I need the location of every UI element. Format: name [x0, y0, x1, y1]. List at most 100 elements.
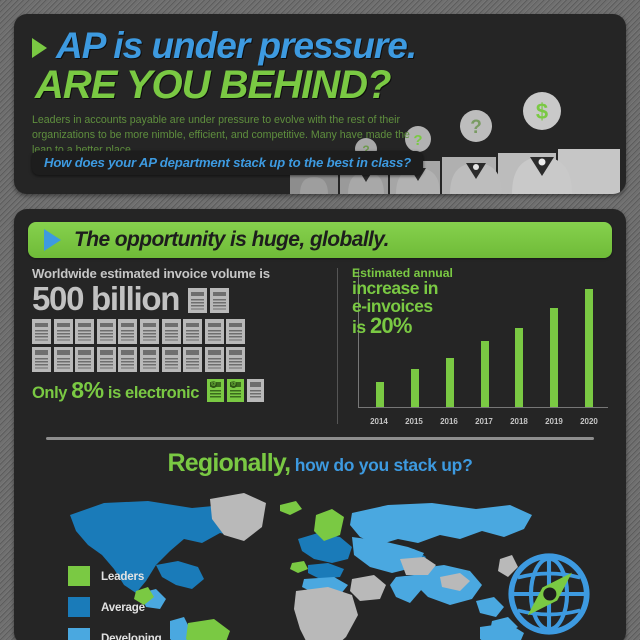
chart-caption-percent: 20%: [369, 313, 412, 339]
legend-swatch-leaders: [68, 566, 90, 586]
invoice-document-icon: [209, 288, 229, 313]
svg-text:?: ?: [470, 117, 482, 138]
chart-bars: [358, 270, 608, 408]
content-panel: The opportunity is huge, globally. World…: [14, 209, 626, 640]
chart-x-tick-label: 2015: [405, 417, 423, 426]
legend-item-average: Average: [68, 597, 162, 617]
invoice-document-icon: [188, 288, 208, 313]
invoice-document-icon: [161, 346, 181, 372]
chart-caption-line-1: Estimated annual: [352, 266, 453, 280]
svg-text:?: ?: [362, 143, 369, 157]
invoice-icon-row-1: [188, 288, 229, 313]
invoice-volume-row: 500 billion: [32, 282, 331, 315]
section-banner-opportunity: The opportunity is huge, globally.: [28, 222, 612, 258]
invoice-document-icon: [226, 319, 246, 344]
chart-bar: [585, 289, 594, 407]
vertical-divider: [337, 268, 338, 424]
regional-heading-green: Regionally,: [167, 449, 292, 477]
invoice-document-icon: [183, 319, 203, 344]
play-triangle-icon: [32, 37, 47, 58]
at-symbol-icon: @: [230, 381, 237, 388]
headline-line-1: AP is under pressure.: [56, 25, 417, 66]
invoice-volume-value: 500 billion: [32, 280, 180, 317]
world-map: [70, 493, 532, 640]
invoice-document-icon: [226, 346, 246, 372]
invoice-document-icon: [247, 378, 264, 402]
legend-item-leaders: Leaders: [68, 566, 162, 586]
electronic-share-row: Only 8% is electronic @ @: [32, 377, 331, 404]
chart-bar: [445, 357, 454, 407]
headline-row-1: AP is under pressure.: [32, 25, 608, 66]
chart-bar-column: [367, 270, 393, 407]
legend-swatch-developing: [68, 628, 90, 640]
chart-bar-column: [472, 270, 498, 407]
hero-subheading: How does your AP department stack up to …: [32, 151, 424, 175]
invoice-document-icon: [75, 319, 95, 344]
electronic-percent: 8%: [71, 376, 104, 403]
invoice-volume-block: Worldwide estimated invoice volume is 50…: [28, 266, 331, 430]
legend-label-average: Average: [101, 600, 145, 614]
chart-bar: [375, 382, 384, 407]
invoice-document-icon: [53, 346, 73, 372]
chart-caption-line-3: e-invoices: [352, 295, 433, 316]
legend-item-developing: Developing: [68, 628, 162, 640]
chart-x-tick-label: 2019: [545, 417, 563, 426]
stats-row: Worldwide estimated invoice volume is 50…: [28, 266, 612, 430]
chart-plot-area: 2014 2015 2016 2017 2018 2019 2020: [350, 266, 610, 430]
chart-bar-column: [437, 270, 463, 407]
chart-x-tick-label: 2020: [580, 417, 598, 426]
svg-text:?: ?: [413, 132, 422, 149]
invoice-document-icon: [53, 319, 73, 344]
chart-bar: [410, 368, 419, 407]
invoice-document-icon: [118, 346, 138, 372]
hero-paragraph: Leaders in accounts payable are under pr…: [32, 114, 410, 156]
invoice-icon-row-4: @ @: [207, 378, 264, 402]
legend-label-leaders: Leaders: [101, 569, 145, 583]
invoice-document-icon: [96, 319, 116, 344]
chart-caption-is: is: [352, 317, 366, 338]
invoice-document-icon: [139, 319, 159, 344]
electronic-prefix: Only: [32, 383, 68, 402]
chart-bar: [515, 327, 524, 407]
invoice-document-icon: [32, 319, 51, 344]
play-triangle-icon: [44, 229, 61, 251]
legend-swatch-average: [68, 597, 90, 617]
world-map-container: [14, 481, 626, 640]
einvoice-growth-chart: 2014 2015 2016 2017 2018 2019 2020 Estimated a…: [348, 266, 612, 430]
chart-bar-column: [576, 270, 602, 407]
map-region-no-data: [210, 493, 518, 640]
chart-caption: Estimated annual increase in e-invoices …: [348, 266, 612, 337]
invoice-document-icon: [96, 346, 116, 372]
chart-bar-column: [541, 270, 567, 407]
regional-heading-blue: how do you stack up?: [294, 455, 473, 475]
at-symbol-icon: @: [210, 381, 217, 388]
business-people-silhouette-group: ? ? ? $: [290, 92, 620, 194]
hero: ? ? ? $ AP is under pressure. ARE: [14, 14, 626, 194]
electronic-invoice-icon: @: [227, 378, 244, 402]
invoice-document-icon: [204, 346, 224, 372]
invoice-document-icon: [161, 319, 181, 344]
electronic-invoice-icon: @: [207, 378, 224, 402]
chart-x-tick-label: 2017: [475, 417, 493, 426]
header-panel: ? ? ? $ AP is under pressure. ARE: [14, 14, 626, 194]
hero-subheading-wrap: How does your AP department stack up to …: [32, 151, 608, 175]
invoice-document-icon: [75, 346, 95, 372]
electronic-suffix: is electronic: [107, 383, 199, 402]
invoice-volume-label: Worldwide estimated invoice volume is: [32, 266, 270, 281]
section-divider: [46, 437, 594, 440]
chart-caption-line-2: increase in: [352, 278, 438, 299]
chart-x-tick-label: 2014: [370, 417, 388, 426]
svg-text:$: $: [536, 99, 548, 124]
chart-bar-column: [402, 270, 428, 407]
invoice-document-icon: [118, 319, 138, 344]
map-legend: Leaders Average Developing: [68, 566, 162, 640]
invoice-document-icon: [204, 319, 224, 344]
regional-heading: Regionally, how do you stack up?: [14, 449, 626, 478]
invoice-document-icon: [32, 346, 51, 372]
chart-x-tick-label: 2018: [510, 417, 528, 426]
chart-bar: [480, 341, 489, 407]
chart-x-axis: 2014 2015 2016 2017 2018 2019 2020: [358, 417, 608, 426]
section-banner-title: The opportunity is huge, globally.: [74, 228, 389, 251]
invoice-icon-row-3: [32, 346, 331, 372]
invoice-document-icon: [183, 346, 203, 372]
